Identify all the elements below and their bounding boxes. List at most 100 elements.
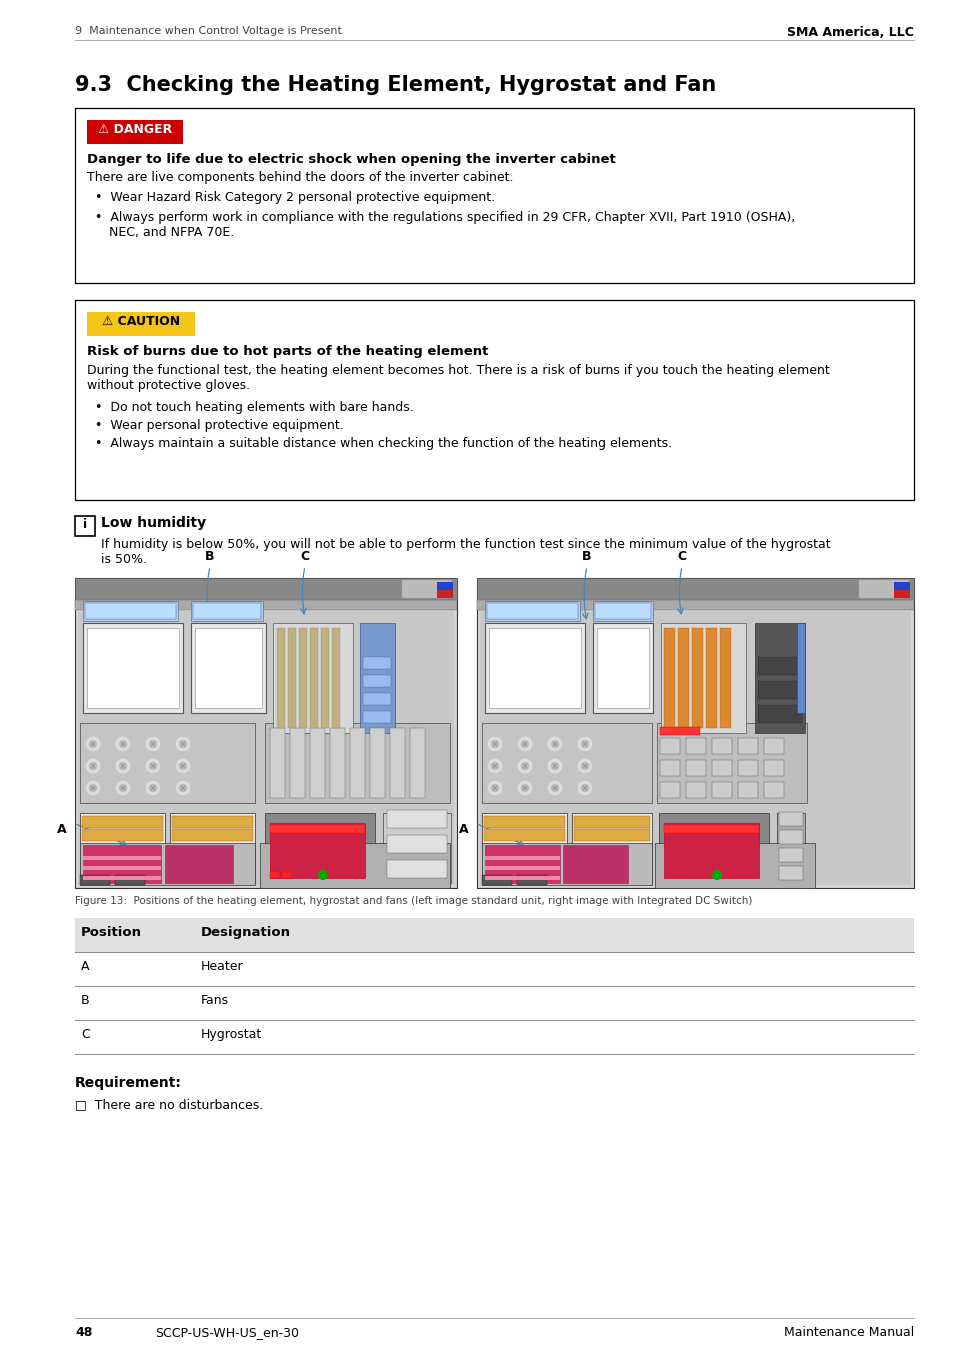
Circle shape (580, 761, 588, 770)
Bar (593, 601, 652, 621)
Text: Requirement:: Requirement: (75, 1076, 182, 1089)
Bar (655, 842, 814, 888)
Bar (82, 829, 163, 841)
Bar (165, 845, 233, 883)
Text: 9  Maintenance when Control Voltage is Present: 9 Maintenance when Control Voltage is Pr… (75, 26, 341, 36)
Circle shape (317, 869, 328, 880)
Bar (754, 622, 804, 733)
Bar (401, 580, 452, 598)
Bar (481, 875, 512, 886)
Bar (593, 622, 652, 713)
Text: •  Do not touch heating elements with bare hands.: • Do not touch heating elements with bar… (95, 401, 414, 414)
Text: i: i (83, 518, 87, 531)
Bar (893, 590, 909, 598)
Text: •  Always perform work in compliance with the regulations specified in 29 CFR, C: • Always perform work in compliance with… (95, 211, 795, 224)
Bar (484, 622, 584, 713)
Bar (87, 628, 179, 707)
Bar (476, 599, 913, 610)
Text: Hygrostat: Hygrostat (201, 1027, 262, 1041)
Text: There are live components behind the doors of the inverter cabinet.: There are live components behind the doo… (87, 171, 513, 184)
Circle shape (520, 740, 529, 748)
Text: C: C (81, 1027, 90, 1041)
Circle shape (179, 761, 187, 770)
Bar (282, 872, 292, 878)
Bar (83, 845, 161, 883)
Circle shape (517, 759, 532, 774)
Circle shape (547, 737, 561, 751)
Bar (87, 312, 194, 336)
Bar (597, 628, 648, 707)
Bar (115, 875, 145, 886)
Bar (483, 829, 564, 841)
Text: Maintenance Manual: Maintenance Manual (783, 1326, 913, 1339)
Bar (359, 622, 395, 733)
Circle shape (578, 782, 592, 795)
Bar (75, 108, 913, 284)
Bar (779, 848, 802, 863)
Bar (659, 728, 700, 734)
Bar (172, 829, 253, 841)
Circle shape (580, 784, 588, 792)
Circle shape (520, 761, 529, 770)
Bar (194, 628, 262, 707)
Bar (489, 628, 580, 707)
Text: □  There are no disturbances.: □ There are no disturbances. (75, 1098, 263, 1111)
Bar (310, 728, 325, 798)
Bar (191, 601, 263, 621)
Bar (663, 628, 675, 728)
Text: is 50%.: is 50%. (101, 554, 147, 566)
Circle shape (488, 759, 501, 774)
Circle shape (119, 740, 127, 748)
Bar (763, 782, 783, 798)
Bar (481, 724, 651, 803)
Bar (720, 628, 730, 728)
Bar (363, 657, 391, 670)
Bar (370, 728, 385, 798)
Bar (363, 711, 391, 724)
Bar (763, 738, 783, 755)
Bar (893, 582, 909, 590)
Circle shape (146, 759, 160, 774)
Bar (481, 842, 651, 886)
Bar (363, 693, 391, 705)
Bar (85, 603, 175, 620)
Bar (363, 675, 391, 687)
Circle shape (547, 782, 561, 795)
Bar (691, 628, 702, 728)
Text: •  Wear personal protective equipment.: • Wear personal protective equipment. (95, 418, 343, 432)
Bar (595, 603, 650, 620)
Bar (858, 580, 908, 598)
Circle shape (520, 784, 529, 792)
Text: A: A (81, 960, 90, 973)
Circle shape (551, 761, 558, 770)
Text: Figure 13:  Positions of the heating element, hygrostat and fans (left image sta: Figure 13: Positions of the heating elem… (75, 896, 752, 906)
Text: SCCP-US-WH-US_en-30: SCCP-US-WH-US_en-30 (154, 1326, 298, 1339)
Text: •  Always maintain a suitable distance when checking the function of the heating: • Always maintain a suitable distance wh… (95, 437, 672, 450)
Bar (660, 622, 745, 733)
Bar (436, 590, 453, 598)
Circle shape (146, 782, 160, 795)
Bar (483, 815, 564, 828)
Bar (75, 578, 456, 888)
Bar (273, 622, 353, 733)
Circle shape (578, 759, 592, 774)
Bar (387, 860, 447, 878)
Bar (75, 578, 456, 599)
Bar (711, 738, 731, 755)
Circle shape (551, 784, 558, 792)
Bar (738, 782, 758, 798)
Bar (83, 622, 183, 713)
Bar (486, 603, 578, 620)
Bar (265, 813, 375, 883)
Bar (659, 738, 679, 755)
Bar (738, 760, 758, 776)
Circle shape (517, 782, 532, 795)
Bar (75, 516, 95, 536)
Bar (191, 622, 266, 713)
Bar (75, 599, 456, 610)
Text: B: B (81, 994, 90, 1007)
Text: Low humidity: Low humidity (101, 516, 206, 531)
Text: ⚠ CAUTION: ⚠ CAUTION (102, 315, 180, 328)
Circle shape (146, 737, 160, 751)
Bar (387, 810, 447, 828)
